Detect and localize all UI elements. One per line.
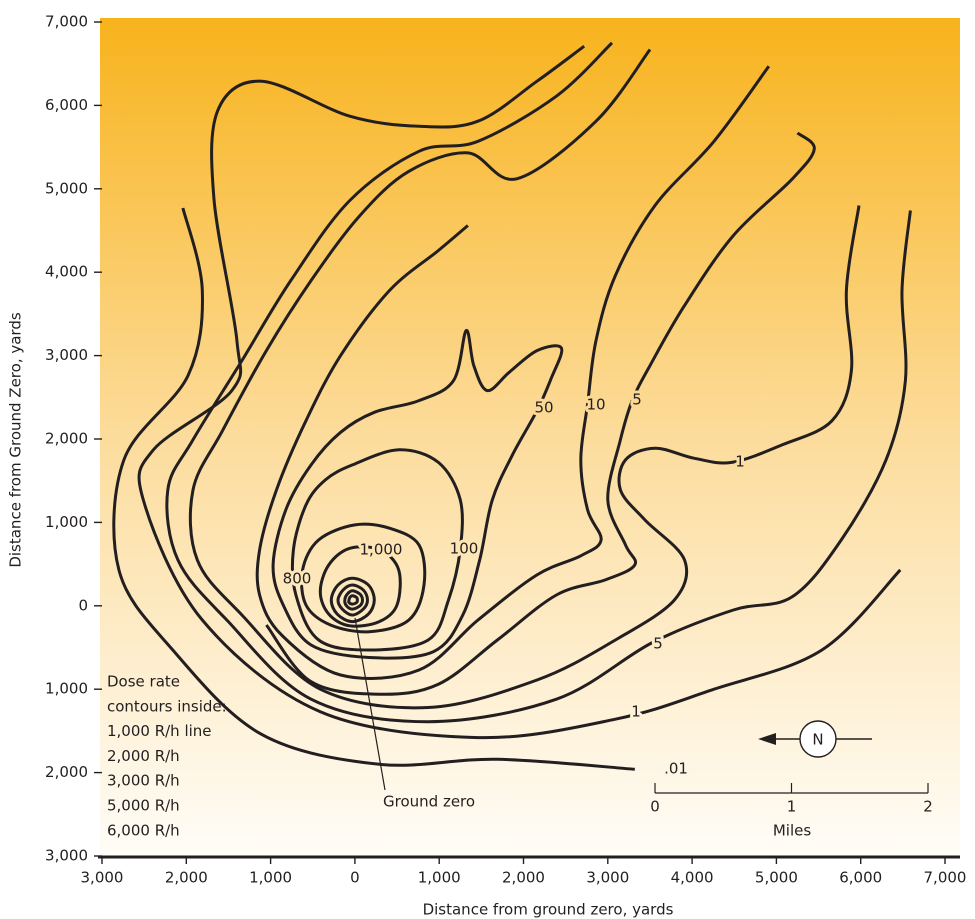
- contour-label: 50: [534, 399, 553, 417]
- note-line: 3,000 R/h: [107, 772, 180, 790]
- contour-line: [137, 44, 902, 740]
- compass-label: N: [812, 731, 823, 749]
- scale-bar-tick-label: 0: [650, 798, 660, 816]
- contour-line: [112, 207, 635, 771]
- contour-label: 5: [653, 635, 663, 653]
- note-line: 2,000 R/h: [107, 747, 180, 765]
- contour-label: 100: [450, 540, 479, 558]
- ground-zero-leader: [354, 617, 386, 791]
- contour-line: [336, 583, 369, 617]
- scale-bar-tick-label: 1: [787, 798, 797, 816]
- x-tick-label: 5,000: [755, 869, 798, 887]
- note-line: contours inside:: [107, 697, 227, 715]
- y-tick-label: 1,000: [45, 513, 88, 531]
- y-tick-label: 0: [78, 596, 88, 614]
- x-tick-label: 1,000: [249, 869, 292, 887]
- y-axis-title: Distance from Ground Zero, yards: [7, 312, 25, 568]
- x-tick-label: 2,000: [502, 869, 545, 887]
- contour-line: [255, 65, 771, 680]
- y-tick-label: 3,000: [45, 847, 88, 865]
- scale-bar-title: Miles: [773, 822, 812, 840]
- x-axis-title: Distance from ground zero, yards: [423, 901, 674, 919]
- contour-label: 5: [632, 391, 642, 409]
- x-tick-label: 1,000: [418, 869, 461, 887]
- contour-line: [165, 41, 912, 724]
- contour-line: [290, 448, 464, 652]
- contour-label: 10: [586, 396, 605, 414]
- note-line: Dose rate: [107, 673, 180, 691]
- contour-label: .01: [664, 760, 688, 778]
- contour-label: 1,000: [360, 541, 403, 559]
- x-tick-label: 7,000: [924, 869, 967, 887]
- compass-arrowhead: [758, 733, 776, 745]
- y-tick-label: 3,000: [45, 346, 88, 364]
- contour-line: [343, 589, 364, 611]
- contour-line: [188, 48, 861, 710]
- compass: N: [758, 720, 872, 758]
- y-tick-label: 5,000: [45, 179, 88, 197]
- contour-line: [329, 576, 376, 624]
- contour-line: [271, 329, 564, 660]
- note-line: 1,000 R/h line: [107, 722, 212, 740]
- x-tick-label: 3,000: [81, 869, 124, 887]
- x-tick-label: 3,000: [586, 869, 629, 887]
- contour-label: 800: [283, 570, 312, 588]
- y-tick-label: 6,000: [45, 96, 88, 114]
- y-tick-label: 4,000: [45, 263, 88, 281]
- ground-zero-label: Ground zero: [383, 793, 475, 811]
- y-tick-label: 7,000: [45, 13, 88, 31]
- note-line: 6,000 R/h: [107, 821, 180, 839]
- contour-label: 1: [735, 453, 745, 471]
- x-tick-label: 4,000: [671, 869, 714, 887]
- scale-bar-tick-label: 2: [923, 798, 933, 816]
- contour-line: [347, 594, 359, 606]
- contour-line: [265, 131, 816, 696]
- note-line: 5,000 R/h: [107, 797, 180, 815]
- contour-line: [300, 522, 427, 634]
- y-tick-label: 1,000: [45, 680, 88, 698]
- y-tick-label: 2,000: [45, 430, 88, 448]
- marks: .01 1 5 1 5 10 50 100 800 1,000: [112, 41, 912, 781]
- y-tick-label: 2,000: [45, 763, 88, 781]
- plot-background: [100, 18, 960, 856]
- x-tick-label: 2,000: [165, 869, 208, 887]
- x-tick-label: 6,000: [839, 869, 882, 887]
- contour-line: [318, 545, 402, 628]
- contour-label: 1: [631, 703, 641, 721]
- x-tick-label: 0: [350, 869, 360, 887]
